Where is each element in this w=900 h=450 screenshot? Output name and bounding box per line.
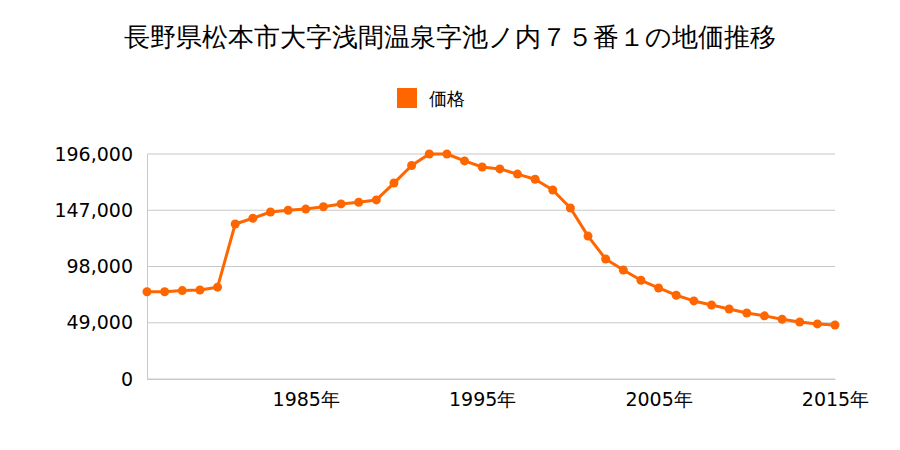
data-point [178,286,187,295]
grid-line [147,210,835,211]
data-point [548,186,557,195]
data-point [566,203,575,212]
y-tick: 49,000 [67,311,147,333]
data-point [513,170,522,179]
y-tick-label: 196,000 [54,143,133,165]
data-point [442,150,451,159]
plot-area [143,150,840,330]
data-point [760,311,769,320]
data-point [619,265,628,274]
y-tick: 196,000 [54,143,147,165]
grid-line [147,379,835,380]
data-point [689,296,698,305]
x-axis-line [148,379,836,380]
series-line [147,154,835,325]
data-point [460,156,469,165]
data-point [725,304,734,313]
data-point [601,255,610,264]
data-point [389,179,398,188]
data-point [266,207,275,216]
title: 長野県松本市大字浅間温泉字池ノ内７５番１の地価推移 [124,22,776,52]
chart: 長野県松本市大字浅間温泉字池ノ内７５番１の地価推移価格 0 49,000 98,000… [0,0,900,450]
data-point [337,199,346,208]
data-point [707,300,716,309]
x-tick: 2015年 [802,379,869,410]
y-tick: 147,000 [54,199,147,221]
grid-line [147,154,835,155]
y-tick-label: 98,000 [67,255,133,277]
data-point [160,287,169,296]
x-axis: 1985年 1995年 2005年 2015年 [148,379,870,410]
data-point [372,195,381,204]
data-point [531,175,540,184]
x-tick-label: 1995年 [449,388,516,410]
x-tick-label: 1985年 [273,388,340,410]
data-point [636,276,645,285]
data-point [407,161,416,170]
data-point [742,308,751,317]
data-point [584,232,593,241]
grid [147,154,835,379]
y-axis-line [147,155,148,380]
x-tick: 1995年 [449,379,516,410]
y-tick-label: 0 [121,368,133,390]
data-point [495,164,504,173]
y-tick: 0 [121,368,147,390]
data-point [248,214,257,223]
data-point [284,206,293,215]
grid-line [147,266,835,267]
data-point [831,321,840,330]
legend-label: 価格 [429,88,465,109]
data-point [425,150,434,159]
data-point [778,315,787,324]
y-tick: 98,000 [67,255,147,277]
data-point [795,317,804,326]
y-tick-label: 147,000 [54,199,133,221]
legend: 価格 [397,88,465,109]
data-point [319,202,328,211]
x-tick: 2005年 [625,379,692,410]
data-point [672,291,681,300]
x-tick: 1985年 [273,379,340,410]
grid-line [147,322,835,323]
data-point [813,319,822,328]
data-point [231,220,240,229]
data-point [301,205,310,214]
data-point [143,287,152,296]
data-point [354,198,363,207]
x-tick-label: 2015年 [802,388,869,410]
data-point [213,283,222,292]
legend-swatch [397,88,417,108]
data-point [654,283,663,292]
data-point [195,286,204,295]
y-axis: 0 49,000 98,000 147,000 196,000 [54,143,147,390]
data-point [478,162,487,171]
y-tick-label: 49,000 [67,311,133,333]
x-tick-label: 2005年 [625,388,692,410]
